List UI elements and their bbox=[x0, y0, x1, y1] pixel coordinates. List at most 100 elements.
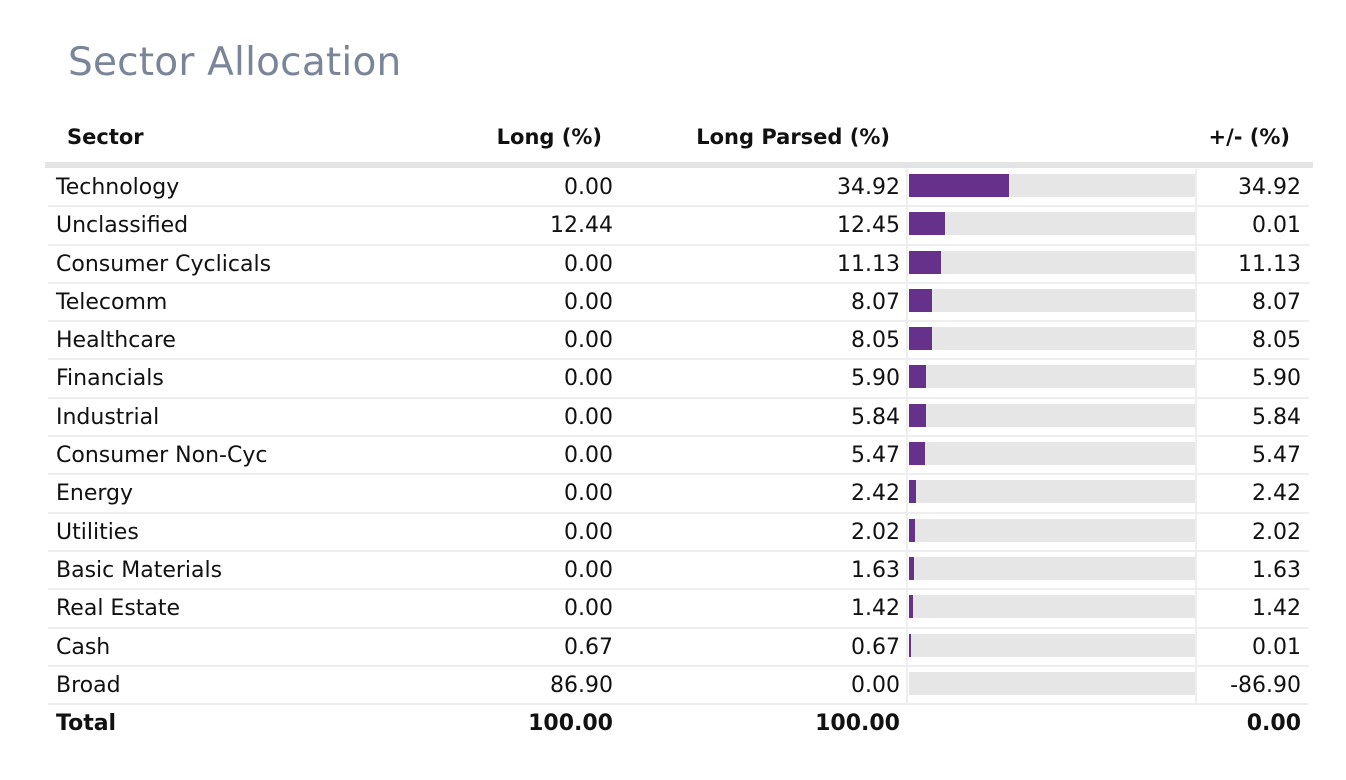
long-parsed-value: 8.05 bbox=[851, 328, 900, 354]
table-row: Consumer Non-Cyc 0.00 5.47 5.47 bbox=[0, 437, 1346, 476]
diff-value: 8.07 bbox=[1252, 289, 1301, 315]
allocation-bar bbox=[909, 288, 933, 312]
diff-value: 34.92 bbox=[1238, 175, 1301, 200]
long-value: 86.90 bbox=[550, 672, 613, 698]
table-row: Utilities 0.00 2.02 2.02 bbox=[0, 514, 1346, 553]
sector-name: Healthcare bbox=[56, 328, 176, 354]
allocation-bar-track bbox=[909, 671, 1195, 695]
allocation-bar-track bbox=[909, 556, 1195, 580]
sector-name: Consumer Cyclicals bbox=[56, 251, 272, 277]
long-parsed-value: 0.67 bbox=[851, 634, 900, 660]
allocation-bar-track bbox=[909, 518, 1195, 542]
long-value: 0.00 bbox=[564, 366, 613, 392]
header-divider bbox=[45, 162, 1313, 168]
long-parsed-value: 1.42 bbox=[851, 596, 900, 622]
allocation-bar bbox=[909, 556, 914, 580]
table-row: Consumer Cyclicals 0.00 11.13 11.13 bbox=[0, 246, 1346, 285]
total-diff-value: 0.00 bbox=[1246, 711, 1301, 737]
diff-value: 5.84 bbox=[1252, 404, 1301, 430]
allocation-bar-track bbox=[909, 480, 1195, 504]
table-row: Cash 0.67 0.67 0.01 bbox=[0, 629, 1346, 668]
allocation-bar bbox=[909, 403, 926, 427]
long-value: 12.44 bbox=[550, 213, 613, 239]
sector-table: Technology 0.00 34.92 34.92 Unclassified… bbox=[0, 169, 1346, 743]
allocation-bar bbox=[909, 250, 941, 274]
diff-value: 11.13 bbox=[1238, 251, 1301, 277]
table-row: Broad 86.90 0.00 -86.90 bbox=[0, 667, 1346, 706]
long-value: 0.00 bbox=[564, 596, 613, 622]
allocation-bar-track bbox=[909, 365, 1195, 389]
long-value: 0.00 bbox=[564, 519, 613, 545]
diff-value: 0.01 bbox=[1252, 213, 1301, 239]
allocation-bar bbox=[909, 595, 914, 619]
long-parsed-value: 0.00 bbox=[851, 672, 900, 698]
sector-name: Consumer Non-Cyc bbox=[56, 443, 268, 469]
page-title: Sector Allocation bbox=[68, 40, 402, 85]
long-value: 0.00 bbox=[564, 328, 613, 354]
allocation-bar-track bbox=[909, 442, 1195, 466]
allocation-bar bbox=[909, 212, 945, 236]
sector-name: Technology bbox=[56, 175, 180, 200]
allocation-bar-track bbox=[909, 288, 1195, 312]
allocation-bar-track bbox=[909, 250, 1195, 274]
table-row: Industrial 0.00 5.84 5.84 bbox=[0, 399, 1346, 438]
allocation-bar-track bbox=[909, 174, 1195, 197]
allocation-bar bbox=[909, 327, 933, 351]
total-label: Total bbox=[56, 711, 117, 737]
allocation-bar-track bbox=[909, 327, 1195, 351]
allocation-bar bbox=[909, 365, 926, 389]
table-row: Telecomm 0.00 8.07 8.07 bbox=[0, 284, 1346, 323]
long-value: 0.00 bbox=[564, 289, 613, 315]
diff-value: 1.63 bbox=[1252, 557, 1301, 583]
total-row: Total 100.00 100.00 0.00 bbox=[0, 705, 1346, 743]
table-row: Financials 0.00 5.90 5.90 bbox=[0, 360, 1346, 400]
allocation-bar-track bbox=[909, 595, 1195, 619]
diff-value: 1.42 bbox=[1252, 596, 1301, 622]
diff-value: 2.02 bbox=[1252, 519, 1301, 545]
long-parsed-value: 5.47 bbox=[851, 443, 900, 469]
long-parsed-value: 8.07 bbox=[851, 289, 900, 315]
sector-name: Real Estate bbox=[56, 596, 181, 622]
column-header-long: Long (%) bbox=[496, 125, 602, 149]
allocation-bar-track bbox=[909, 633, 1195, 657]
allocation-bar bbox=[909, 480, 916, 504]
table-row: Energy 0.00 2.42 2.42 bbox=[0, 475, 1346, 514]
table-row: Real Estate 0.00 1.42 1.42 bbox=[0, 590, 1346, 629]
column-header-sector: Sector bbox=[67, 125, 144, 149]
diff-value: -86.90 bbox=[1230, 672, 1301, 698]
allocation-bar bbox=[909, 633, 911, 657]
sector-name: Financials bbox=[56, 366, 164, 392]
table-row: Healthcare 0.00 8.05 8.05 bbox=[0, 322, 1346, 361]
sector-name: Telecomm bbox=[56, 289, 168, 315]
long-parsed-value: 12.45 bbox=[837, 213, 900, 239]
long-parsed-value: 2.42 bbox=[851, 481, 900, 507]
sector-name: Cash bbox=[56, 634, 111, 660]
diff-value: 5.47 bbox=[1252, 443, 1301, 469]
column-header-diff: +/- (%) bbox=[1208, 125, 1290, 149]
allocation-bar bbox=[909, 174, 1009, 197]
table-row: Unclassified 12.44 12.45 0.01 bbox=[0, 207, 1346, 246]
long-value: 0.00 bbox=[564, 557, 613, 583]
sector-name: Industrial bbox=[56, 404, 160, 430]
long-value: 0.00 bbox=[564, 481, 613, 507]
sector-name: Basic Materials bbox=[56, 557, 223, 583]
diff-value: 2.42 bbox=[1252, 481, 1301, 507]
diff-value: 8.05 bbox=[1252, 328, 1301, 354]
column-header-long-parsed: Long Parsed (%) bbox=[696, 125, 890, 149]
total-long-value: 100.00 bbox=[528, 711, 613, 737]
diff-value: 5.90 bbox=[1252, 366, 1301, 392]
long-value: 0.00 bbox=[564, 443, 613, 469]
table-row: Technology 0.00 34.92 34.92 bbox=[0, 169, 1346, 208]
long-parsed-value: 11.13 bbox=[837, 251, 900, 277]
long-parsed-value: 1.63 bbox=[851, 557, 900, 583]
diff-value: 0.01 bbox=[1252, 634, 1301, 660]
long-parsed-value: 2.02 bbox=[851, 519, 900, 545]
allocation-bar-track bbox=[909, 403, 1195, 427]
long-parsed-value: 5.90 bbox=[851, 366, 900, 392]
long-value: 0.00 bbox=[564, 175, 613, 200]
allocation-bar-track bbox=[909, 212, 1195, 236]
sector-name: Utilities bbox=[56, 519, 139, 545]
allocation-bar bbox=[909, 518, 915, 542]
long-value: 0.00 bbox=[564, 251, 613, 277]
sector-name: Energy bbox=[56, 481, 134, 507]
